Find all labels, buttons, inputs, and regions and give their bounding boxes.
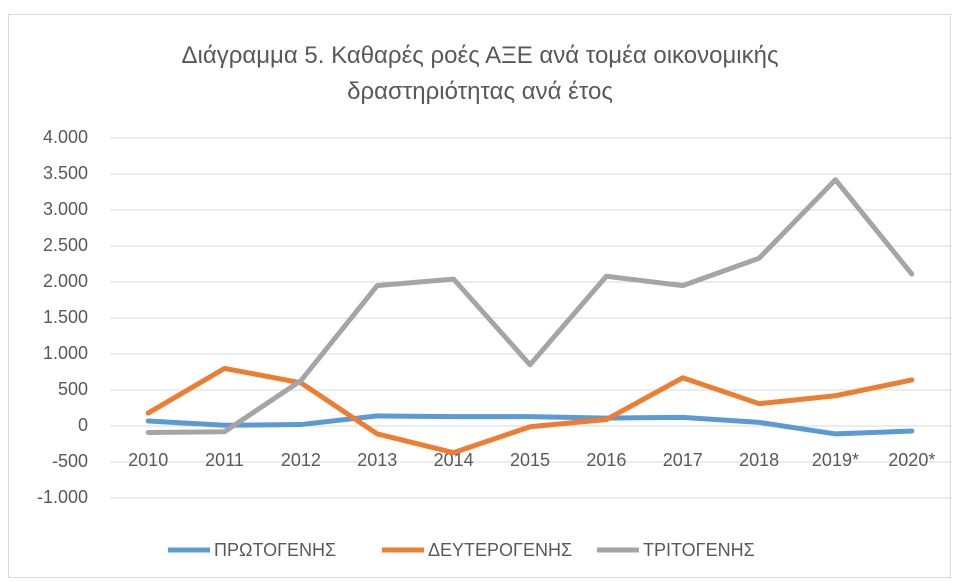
legend-label: ΤΡΙΤΟΓΕΝΗΣ — [643, 540, 755, 560]
x-tick-label: 2019* — [812, 450, 859, 470]
chart-title: Διάγραμμα 5. Καθαρές ροές ΑΞΕ ανά τομέα … — [181, 42, 779, 105]
y-tick-label: 3.000 — [43, 199, 88, 219]
y-tick-label: -500 — [52, 451, 88, 471]
x-tick-label: 2020* — [888, 450, 935, 470]
x-tick-label: 2015 — [510, 450, 550, 470]
y-tick-label: 2.500 — [43, 235, 88, 255]
x-tick-label: 2018 — [739, 450, 779, 470]
y-tick-label: 500 — [58, 379, 88, 399]
legend-label: ΠΡΩΤΟΓΕΝΗΣ — [214, 540, 336, 560]
series-line — [145, 365, 915, 456]
y-tick-label: 0 — [78, 415, 88, 435]
x-tick-label: 2013 — [357, 450, 397, 470]
series-line — [145, 177, 915, 435]
x-tick-label: 2011 — [205, 450, 244, 470]
x-tick-label: 2014 — [434, 450, 474, 470]
y-tick-label: 1.000 — [43, 343, 88, 363]
x-tick-label: 2012 — [281, 450, 321, 470]
y-tick-label: 2.000 — [43, 271, 88, 291]
x-tick-label: 2016 — [586, 450, 626, 470]
x-tick-label: 2017 — [663, 450, 703, 470]
y-tick-label: 4.000 — [43, 127, 88, 147]
series-line — [145, 413, 915, 437]
x-tick-label: 2010 — [128, 450, 168, 470]
legend-label: ΔΕΥΤΕΡΟΓΕΝΗΣ — [428, 540, 572, 560]
y-tick-label: -1.000 — [37, 487, 88, 507]
chart-border — [8, 14, 951, 578]
y-tick-label: 3.500 — [43, 163, 88, 183]
y-tick-label: 1.500 — [43, 307, 88, 327]
